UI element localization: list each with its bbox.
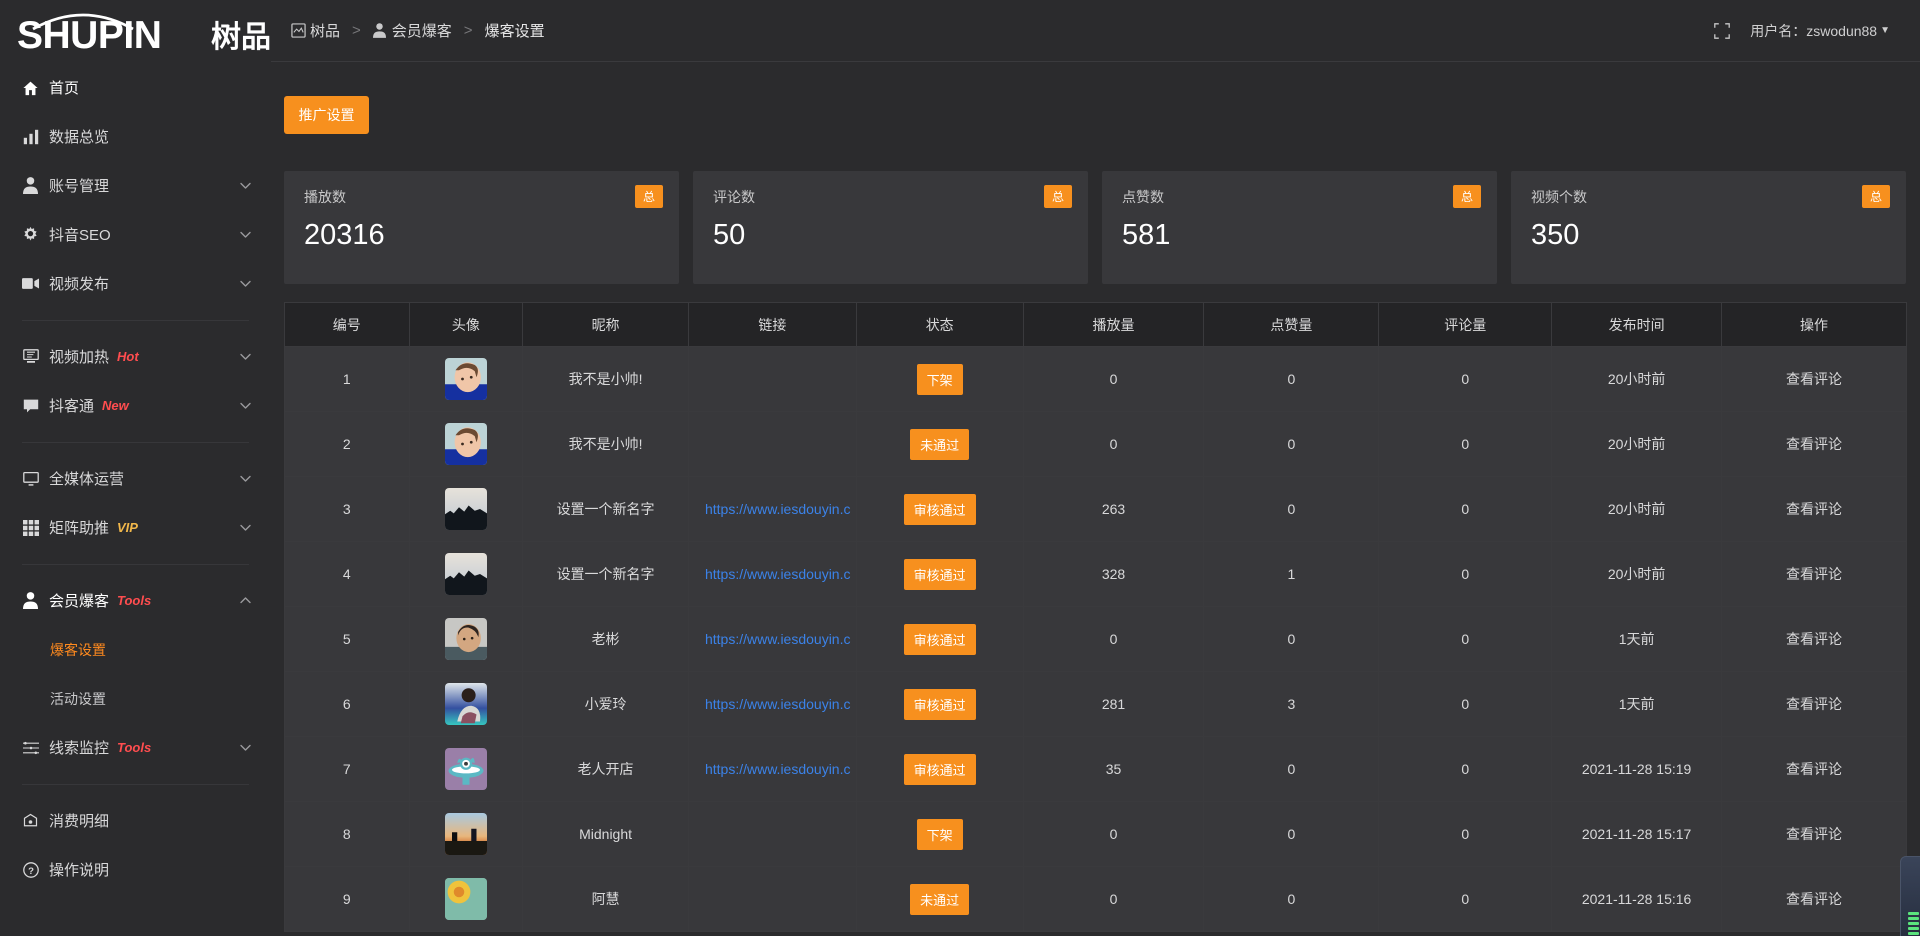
- svg-text:树品: 树品: [211, 21, 271, 54]
- svg-text:?: ?: [28, 866, 34, 877]
- svg-text:SHUPIN: SHUPIN: [17, 14, 161, 57]
